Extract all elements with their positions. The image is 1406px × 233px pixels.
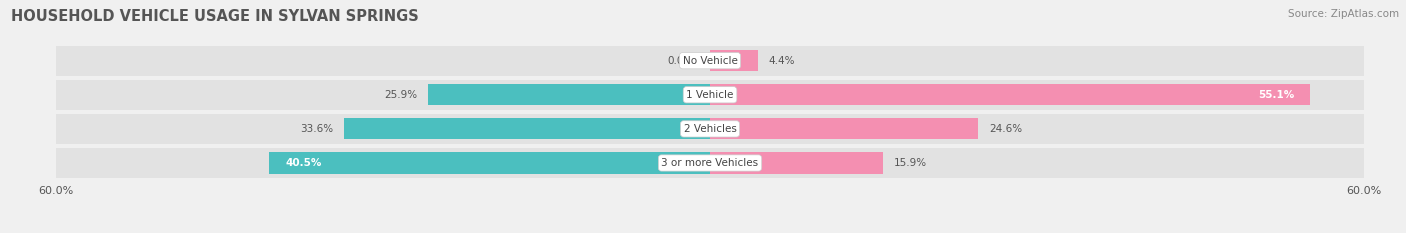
Text: 0.0%: 0.0%: [668, 56, 693, 66]
Text: 40.5%: 40.5%: [285, 158, 322, 168]
Bar: [427, 84, 710, 105]
Bar: [56, 46, 1364, 75]
Text: 1 Vehicle: 1 Vehicle: [686, 90, 734, 100]
Bar: [710, 50, 758, 71]
Bar: [56, 148, 1364, 178]
Bar: [56, 114, 1364, 144]
Text: HOUSEHOLD VEHICLE USAGE IN SYLVAN SPRINGS: HOUSEHOLD VEHICLE USAGE IN SYLVAN SPRING…: [11, 9, 419, 24]
Text: No Vehicle: No Vehicle: [682, 56, 738, 66]
Bar: [269, 152, 710, 174]
Text: Source: ZipAtlas.com: Source: ZipAtlas.com: [1288, 9, 1399, 19]
Text: 33.6%: 33.6%: [299, 124, 333, 134]
Text: 2 Vehicles: 2 Vehicles: [683, 124, 737, 134]
Bar: [344, 118, 710, 140]
Bar: [710, 152, 883, 174]
Text: 25.9%: 25.9%: [384, 90, 418, 100]
Text: 55.1%: 55.1%: [1258, 90, 1294, 100]
Text: 4.4%: 4.4%: [769, 56, 796, 66]
Bar: [710, 84, 1310, 105]
Text: 15.9%: 15.9%: [894, 158, 928, 168]
Text: 3 or more Vehicles: 3 or more Vehicles: [661, 158, 759, 168]
Bar: [56, 80, 1364, 110]
Bar: [710, 118, 979, 140]
Text: 24.6%: 24.6%: [988, 124, 1022, 134]
